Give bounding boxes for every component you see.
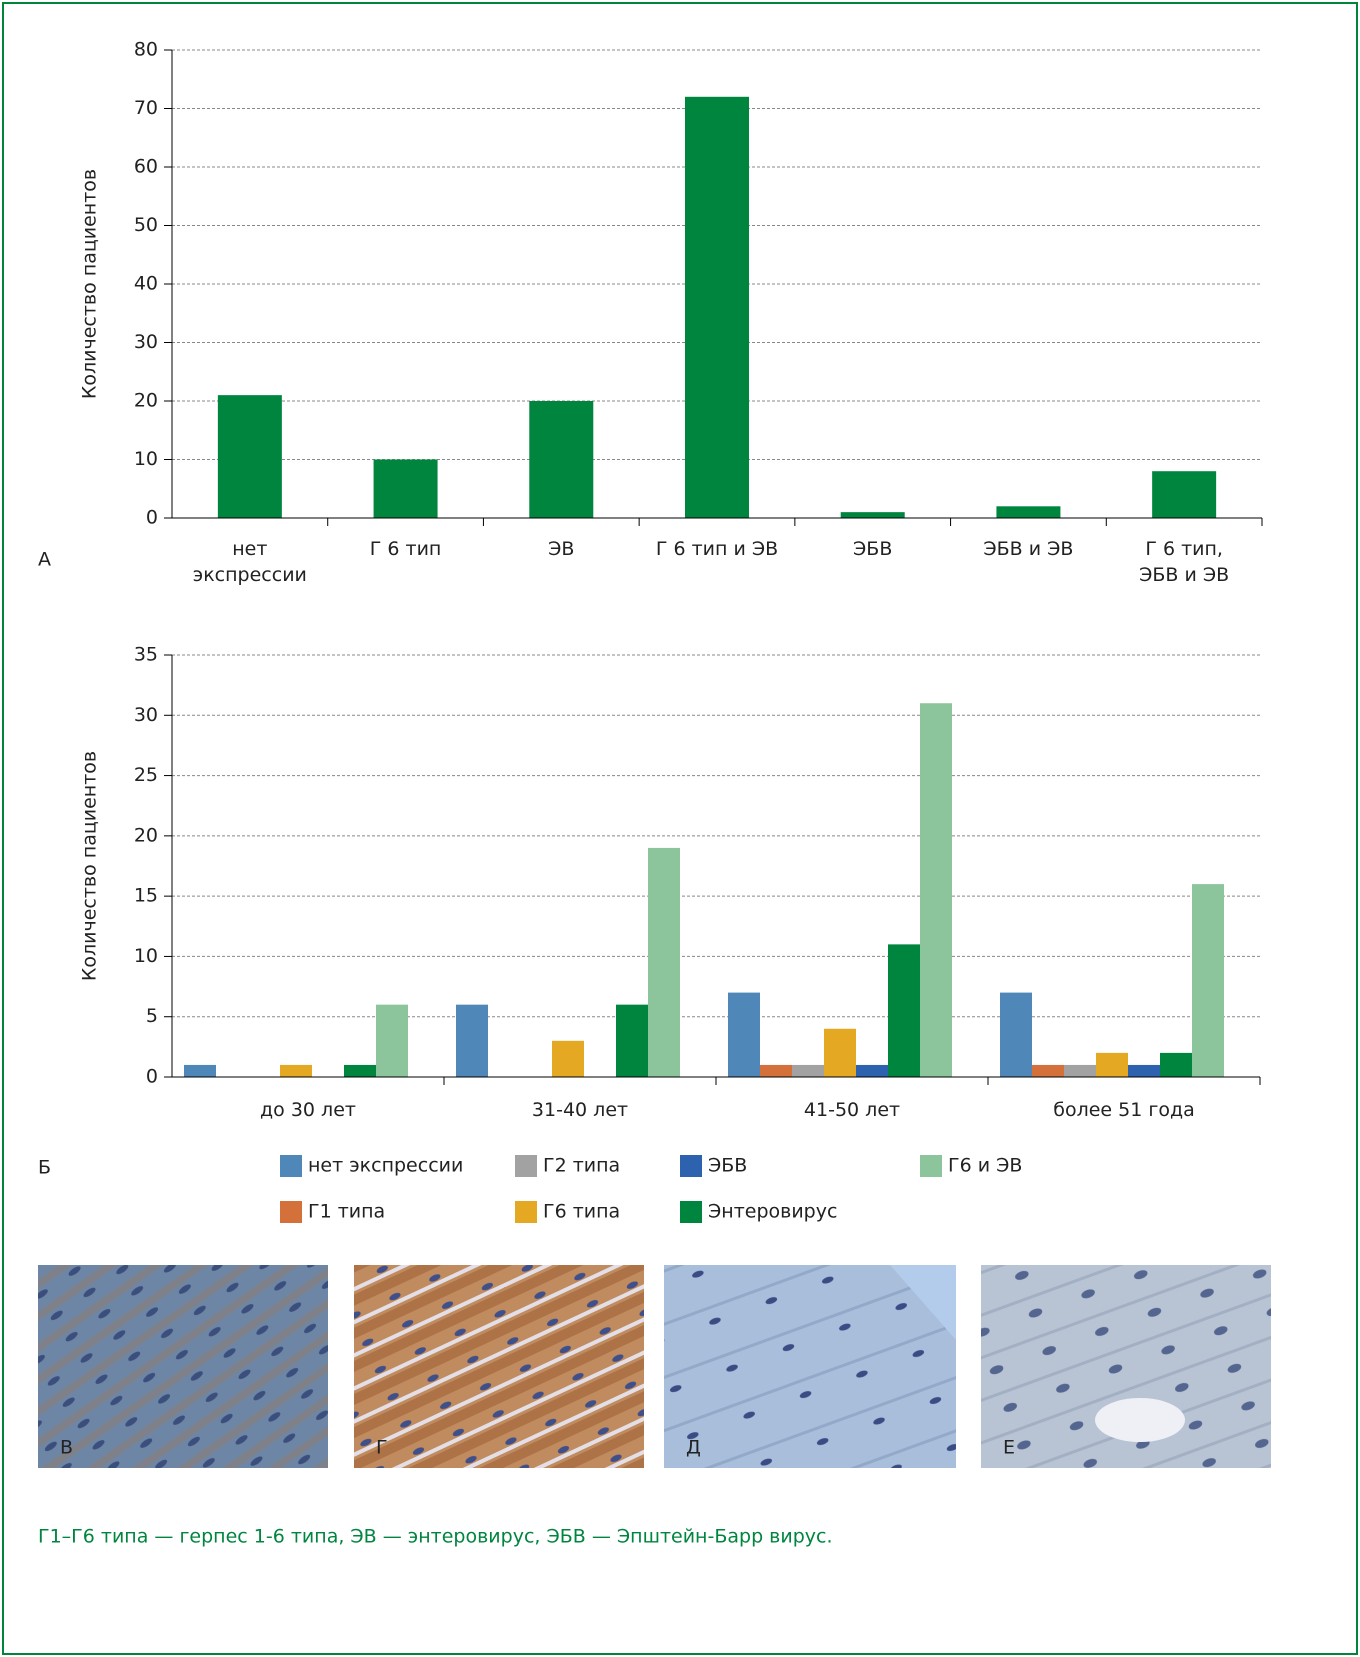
legend-swatch	[515, 1201, 537, 1223]
x-tick-label: ЭВ	[486, 536, 636, 562]
x-tick-label: Г 6 тип и ЭВ	[642, 536, 792, 562]
bar	[529, 401, 593, 518]
x-tick-label: 41-50 лет	[777, 1097, 927, 1123]
y-tick-label: 30	[134, 331, 158, 353]
bar	[344, 1065, 376, 1077]
y-tick-label: 40	[134, 273, 158, 295]
bar	[1000, 993, 1032, 1077]
image	[664, 1265, 956, 1468]
legend-swatch	[920, 1155, 942, 1177]
y-axis-label: Количество пациентов	[79, 169, 101, 399]
legend-label: ЭБВ	[708, 1155, 747, 1177]
x-tick-label: ЭБВ	[798, 536, 948, 562]
image	[38, 1265, 328, 1468]
legend-label: Г6 типа	[543, 1201, 620, 1223]
legend-swatch	[280, 1155, 302, 1177]
legend-swatch	[515, 1155, 537, 1177]
bar	[920, 703, 952, 1077]
legend-label: нет экспрессии	[308, 1155, 463, 1177]
bar	[760, 1065, 792, 1077]
y-tick-label: 30	[134, 704, 158, 726]
legend-label: Энтеровирус	[708, 1201, 837, 1223]
y-tick-label: 25	[134, 764, 158, 786]
bar	[1160, 1053, 1192, 1077]
legend-label: Г6 и ЭВ	[948, 1155, 1022, 1177]
bar	[1032, 1065, 1064, 1077]
bar	[824, 1029, 856, 1077]
image-label: Д	[686, 1437, 701, 1459]
image-detail	[1095, 1398, 1185, 1442]
legend-swatch	[680, 1155, 702, 1177]
bar	[792, 1065, 824, 1077]
x-tick-label: ЭБВ и ЭВ	[953, 536, 1103, 562]
bar	[856, 1065, 888, 1077]
y-tick-label: 20	[134, 390, 158, 412]
bar	[888, 944, 920, 1077]
image-label: Г	[376, 1437, 388, 1459]
y-axis-label: Количество пациентов	[79, 751, 101, 981]
bar	[218, 395, 282, 518]
bar	[996, 506, 1060, 518]
bar	[616, 1005, 648, 1077]
y-tick-label: 80	[134, 39, 158, 61]
legend-label: Г1 типа	[308, 1201, 385, 1223]
bar	[280, 1065, 312, 1077]
bar	[1192, 884, 1224, 1077]
y-tick-label: 10	[134, 448, 158, 470]
panel-label: А	[38, 549, 51, 571]
y-tick-label: 60	[134, 156, 158, 178]
bar	[184, 1065, 216, 1077]
x-tick-label: до 30 лет	[233, 1097, 383, 1123]
bar	[1096, 1053, 1128, 1077]
legend-swatch	[280, 1201, 302, 1223]
x-tick-label: более 51 года	[1049, 1097, 1199, 1123]
image	[354, 1265, 644, 1468]
y-tick-label: 15	[134, 885, 158, 907]
bar	[376, 1005, 408, 1077]
bar	[552, 1041, 584, 1077]
bar	[685, 97, 749, 518]
y-tick-label: 0	[146, 1066, 158, 1088]
figure: Г1–Г6 типа — герпес 1-6 типа, ЭВ — энтер…	[0, 0, 1360, 1657]
bar	[1128, 1065, 1160, 1077]
y-tick-label: 5	[146, 1005, 158, 1027]
chart: Г1–Г6 типа — герпес 1-6 типа, ЭВ — энтер…	[0, 0, 1360, 1657]
bar	[1152, 471, 1216, 518]
x-tick-label: 31-40 лет	[505, 1097, 655, 1123]
x-tick-label: Г 6 тип, ЭБВ и ЭВ	[1109, 536, 1259, 588]
image-label: В	[60, 1437, 73, 1459]
panel-label: Б	[38, 1157, 51, 1179]
y-tick-label: 35	[134, 644, 158, 666]
y-tick-label: 70	[134, 97, 158, 119]
y-tick-label: 50	[134, 214, 158, 236]
legend-swatch	[680, 1201, 702, 1223]
bar	[841, 512, 905, 518]
y-tick-label: 0	[146, 507, 158, 529]
bar	[374, 460, 438, 519]
y-tick-label: 20	[134, 824, 158, 846]
bar	[456, 1005, 488, 1077]
caption: Г1–Г6 типа — герпес 1-6 типа, ЭВ — энтер…	[38, 1526, 833, 1548]
bar	[648, 848, 680, 1077]
x-tick-label: нет экспрессии	[175, 536, 325, 588]
bar	[1064, 1065, 1096, 1077]
y-tick-label: 10	[134, 945, 158, 967]
image-label: Е	[1003, 1437, 1015, 1459]
x-tick-label: Г 6 тип	[331, 536, 481, 562]
legend-label: Г2 типа	[543, 1155, 620, 1177]
bar	[728, 993, 760, 1077]
micrographs	[38, 1265, 1271, 1468]
